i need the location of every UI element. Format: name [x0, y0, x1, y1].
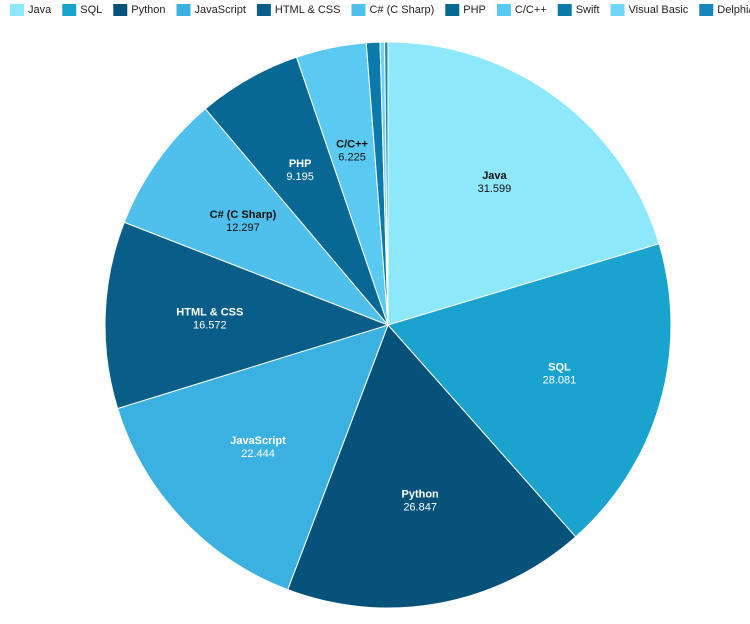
- legend-swatch: [10, 4, 24, 16]
- slice-value: 12.297: [226, 222, 260, 234]
- slice-value: 22.444: [241, 448, 275, 460]
- slice-name: C/C++: [336, 138, 368, 150]
- slice-name: Java: [482, 170, 507, 182]
- slice-name: JavaScript: [230, 435, 286, 447]
- pie-slice: [123, 108, 389, 326]
- slice-value: 26.847: [403, 501, 437, 513]
- legend-swatch: [610, 4, 625, 16]
- slice-name: C# (C Sharp): [210, 209, 277, 221]
- legend-label: SQL: [80, 4, 102, 16]
- pie-slice: [116, 324, 389, 591]
- slice-name: PHP: [289, 158, 312, 170]
- slice-name: HTML & CSS: [176, 307, 243, 319]
- slice-value: 9.195: [286, 171, 314, 183]
- slice-value: 31.599: [478, 183, 512, 195]
- legend-label: PHP: [463, 4, 486, 16]
- legend-label: JavaScript: [195, 4, 246, 16]
- legend-swatch: [351, 4, 366, 16]
- slice-value: 28.081: [543, 375, 577, 387]
- legend-swatch: [445, 4, 460, 16]
- legend-label: C# (C Sharp): [369, 4, 434, 16]
- legend: Java SQL Python JavaScript HTML & CSS C# (C S…: [10, 4, 750, 16]
- legend-swatch: [557, 4, 572, 16]
- slice-name: Python: [402, 488, 440, 500]
- legend-label: Python: [131, 4, 165, 16]
- legend-swatch: [176, 4, 191, 16]
- slice-value: 16.572: [193, 320, 227, 332]
- legend-label: HTML & CSS: [275, 4, 341, 16]
- pie-slice: [387, 41, 660, 326]
- legend-swatch: [256, 4, 271, 16]
- pie-slice: [104, 221, 390, 410]
- slice-value: 6.225: [338, 151, 366, 163]
- legend-swatch: [496, 4, 511, 16]
- pie: [104, 41, 672, 609]
- pie-slice: [287, 324, 577, 609]
- legend-label: Visual Basic: [629, 4, 689, 16]
- legend-swatch: [62, 4, 77, 16]
- pie-slice: [384, 41, 389, 326]
- legend-label: Java: [28, 4, 52, 16]
- legend-label: C/C++: [515, 4, 547, 16]
- legend-swatch: [699, 4, 714, 16]
- legend-label: Delphi/Object Pascal: [717, 4, 750, 16]
- legend-label: Swift: [576, 4, 600, 16]
- pie-slice: [387, 243, 672, 538]
- slice-name: SQL: [548, 362, 571, 374]
- legend-swatch: [113, 4, 128, 16]
